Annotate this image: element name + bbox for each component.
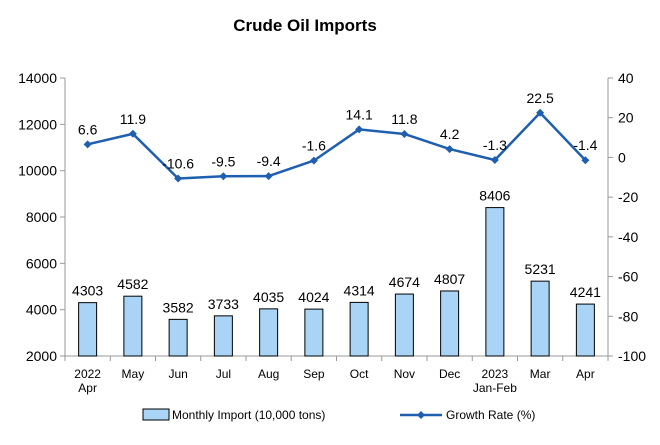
y-left-tick-label: 2000 <box>26 348 57 364</box>
bar <box>575 303 595 357</box>
y-right-tick-label: 0 <box>618 149 626 165</box>
chart-title: Crude Oil Imports <box>233 16 377 35</box>
growth-rate-point <box>309 156 318 165</box>
legend-bar-swatch <box>142 408 170 421</box>
bar-value-label: 4241 <box>570 284 601 300</box>
growth-rate-label: -1.4 <box>573 137 597 153</box>
x-tick-label: Dec <box>439 367 460 381</box>
x-tick-label: Mar <box>530 367 551 381</box>
y-left-tick-label: 14000 <box>18 70 57 86</box>
growth-rate-label: -9.4 <box>257 153 281 169</box>
bar <box>440 290 460 357</box>
legend: Monthly Import (10,000 tons) Growth Rate … <box>142 408 535 422</box>
growth-rate-label: -9.5 <box>211 153 235 169</box>
growth-rate-point <box>536 108 545 117</box>
growth-rate-label: 11.9 <box>120 111 146 127</box>
x-tick-label: Nov <box>394 367 415 381</box>
x-tick-label: Apr <box>576 367 595 381</box>
bar-value-label: 4314 <box>344 282 375 298</box>
bar <box>78 302 98 357</box>
growth-rate-label: -10.6 <box>162 155 194 171</box>
legend-line-marker <box>417 411 425 419</box>
bar-value-label: 4582 <box>117 276 148 292</box>
bar <box>259 308 279 357</box>
bar-value-label: 3733 <box>208 296 239 312</box>
y-right-tick-label: -60 <box>618 269 638 285</box>
growth-rate-point <box>264 172 273 181</box>
y-left-tick-label: 6000 <box>26 255 57 271</box>
bar <box>394 293 414 357</box>
y-left-tick-label: 12000 <box>18 116 57 132</box>
x-tick-label: Jul <box>216 367 231 381</box>
bar <box>213 315 233 357</box>
x-tick-label: May <box>122 367 145 381</box>
growth-rate-point <box>355 125 364 134</box>
bar-value-label: 4674 <box>389 274 420 290</box>
legend-bar-label: Monthly Import (10,000 tons) <box>172 408 325 422</box>
bar-value-label: 5231 <box>525 261 556 277</box>
growth-rate-label: 11.8 <box>391 111 417 127</box>
growth-rate-label: 14.1 <box>346 106 373 122</box>
growth-rate-point <box>400 129 409 138</box>
bar-value-label: 4807 <box>434 271 465 287</box>
x-tick-label: Oct <box>350 367 369 381</box>
y-left-tick-label: 4000 <box>26 302 57 318</box>
growth-rate-point <box>128 129 137 138</box>
y-right-tick-label: 20 <box>618 110 634 126</box>
x-tick-label: 2022 <box>74 367 101 381</box>
bar <box>485 207 505 357</box>
growth-rate-label: 22.5 <box>527 90 554 106</box>
growth-rate-point <box>581 156 590 165</box>
growth-rate-label: 6.6 <box>78 121 98 137</box>
x-tick-label: Jun <box>168 367 187 381</box>
y-right-tick-label: -100 <box>618 348 646 364</box>
bar-value-label: 8406 <box>479 188 510 204</box>
y-right-tick-label: 40 <box>618 70 634 86</box>
growth-rate-point <box>490 156 499 165</box>
x-tick-label: Aug <box>258 367 279 381</box>
bar <box>530 280 550 357</box>
growth-rate-label: -1.6 <box>302 138 326 154</box>
growth-rate-point <box>174 174 183 183</box>
x-tick-label: Sep <box>303 367 325 381</box>
bar <box>123 295 143 357</box>
y-left-tick-label: 10000 <box>18 163 57 179</box>
y-right-tick-label: -40 <box>618 229 638 245</box>
bar-value-label: 4303 <box>72 283 103 299</box>
bar-value-label: 4024 <box>298 289 329 305</box>
y-right-tick-label: -20 <box>618 189 638 205</box>
bar <box>349 301 369 357</box>
growth-rate-label: -1.3 <box>483 137 507 153</box>
growth-rate-line <box>87 111 587 180</box>
growth-rate-point <box>445 145 454 154</box>
bar <box>304 308 324 357</box>
y-left-tick-label: 8000 <box>26 209 57 225</box>
x-tick-label: 2023 <box>482 367 509 381</box>
growth-rate-label: 4.2 <box>440 126 460 142</box>
bar-value-label: 3582 <box>163 299 194 315</box>
bar <box>168 318 188 357</box>
y-right-tick-label: -80 <box>618 308 638 324</box>
x-tick-label: Jan-Feb <box>473 381 517 395</box>
bar-value-label: 4035 <box>253 289 284 305</box>
growth-rate-point <box>83 140 92 149</box>
growth-rate-point <box>219 172 228 181</box>
legend-line-label: Growth Rate (%) <box>446 408 535 422</box>
x-tick-label: Apr <box>78 381 97 395</box>
